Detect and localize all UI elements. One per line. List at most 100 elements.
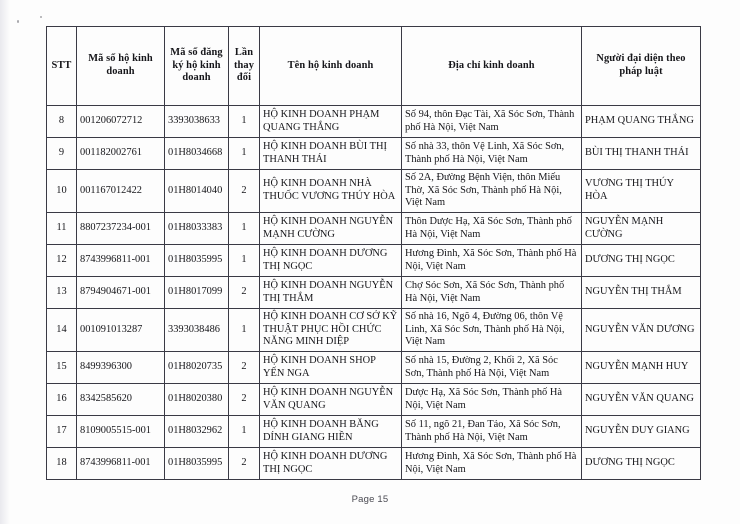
cell-registration-code: 01H8020380 <box>164 383 229 417</box>
cell-business-address: Số nhà 16, Ngõ 4, Đường 06, thôn Vệ Linh… <box>401 308 582 353</box>
cell-business-code: 001206072712 <box>76 105 165 138</box>
cell-stt: 12 <box>46 244 77 278</box>
cell-stt: 8 <box>46 105 77 138</box>
cell-change-count: 2 <box>228 447 260 481</box>
table-row: 13 8794904671-001 01H8017099 2 HỘ KINH DOANH… <box>46 276 701 310</box>
column-header-business-name: Tên hộ kinh doanh <box>259 26 402 106</box>
table-row: 15 8499396300 01H8020735 2 HỘ KINH DOANH SHO… <box>46 351 701 385</box>
table-row: 16 8342585620 01H8020380 2 HỘ KINH DOANH NGU… <box>46 383 701 417</box>
table-row: 17 8109005515-001 01H8032962 1 HỘ KINH DOANH… <box>46 415 701 449</box>
cell-business-name: HỘ KINH DOANH CƠ SỞ KỸ THUẬT PHỤC HỒI CH… <box>259 308 402 353</box>
cell-business-address: Số 2A, Đường Bệnh Viện, thôn Miếu Thờ, X… <box>401 168 582 214</box>
cell-business-code: 8743996811-001 <box>76 244 165 278</box>
scan-speck <box>17 20 19 23</box>
column-header-business-code: Mã số hộ kinh doanh <box>76 26 165 106</box>
cell-legal-representative: VƯƠNG THỊ THÚY HÒA <box>581 168 701 214</box>
cell-business-address: Số 94, thôn Đạc Tài, Xã Sóc Sơn, Thành p… <box>401 105 582 138</box>
cell-business-code: 8807237234-001 <box>76 212 165 246</box>
cell-stt: 13 <box>46 276 77 310</box>
cell-business-address: Số 11, ngõ 21, Đan Tảo, Xã Sóc Sơn, Thàn… <box>401 415 582 449</box>
cell-business-name: HỘ KINH DOANH BÙI THỊ THANH THÁI <box>259 137 402 170</box>
column-header-business-address: Địa chỉ kinh doanh <box>401 26 582 106</box>
column-header-registration-code: Mã số đăng ký hộ kinh doanh <box>164 26 229 106</box>
cell-legal-representative: NGUYỄN DUY GIANG <box>581 415 701 449</box>
cell-stt: 18 <box>46 447 77 481</box>
cell-registration-code: 01H8014040 <box>164 168 229 214</box>
cell-business-code: 8109005515-001 <box>76 415 165 449</box>
cell-legal-representative: BÙI THỊ THANH THÁI <box>581 137 701 170</box>
cell-change-count: 1 <box>228 105 260 138</box>
cell-registration-code: 01H8033383 <box>164 212 229 246</box>
cell-stt: 17 <box>46 415 77 449</box>
cell-stt: 9 <box>46 137 77 170</box>
cell-change-count: 1 <box>228 415 260 449</box>
cell-business-address: Thôn Dược Hạ, Xã Sóc Sơn, Thành phố Hà N… <box>401 212 582 246</box>
cell-registration-code: 01H8034668 <box>164 137 229 170</box>
cell-business-code: 001091013287 <box>76 308 165 353</box>
cell-business-name: HỘ KINH DOANH BĂNG DÍNH GIANG HIỀN <box>259 415 402 449</box>
cell-business-name: HỘ KINH DOANH NGUYỄN MẠNH CƯỜNG <box>259 212 402 246</box>
page-footer: Page 15 <box>0 489 740 507</box>
cell-business-code: 8342585620 <box>76 383 165 417</box>
cell-business-address: Hương Đình, Xã Sóc Sơn, Thành phố Hà Nội… <box>401 447 582 481</box>
column-header-legal-representative: Người đại diện theo pháp luật <box>581 26 701 106</box>
cell-business-address: Chợ Sóc Sơn, Xã Sóc Sơn, Thành phố Hà Nộ… <box>401 276 582 310</box>
cell-business-address: Số nhà 15, Đường 2, Khối 2, Xã Sóc Sơn, … <box>401 351 582 385</box>
cell-legal-representative: DƯƠNG THỊ NGỌC <box>581 244 701 278</box>
cell-change-count: 2 <box>228 351 260 385</box>
cell-business-address: Hương Đình, Xã Sóc Sơn, Thành phố Hà Nội… <box>401 244 582 278</box>
table-row: 18 8743996811-001 01H8035995 2 HỘ KINH DOANH… <box>46 447 701 481</box>
cell-legal-representative: PHẠM QUANG THẮNG <box>581 105 701 138</box>
cell-registration-code: 01H8035995 <box>164 244 229 278</box>
cell-stt: 16 <box>46 383 77 417</box>
cell-stt: 10 <box>46 168 77 214</box>
page-number: Page 15 <box>351 494 389 505</box>
cell-business-code: 8743996811-001 <box>76 447 165 481</box>
cell-business-name: HỘ KINH DOANH SHOP YẾN NGA <box>259 351 402 385</box>
table-row: 9 001182002761 01H8034668 1 HỘ KINH DOANH BÙ… <box>46 137 701 170</box>
cell-registration-code: 3393038633 <box>164 105 229 138</box>
cell-business-address: Số nhà 33, thôn Vệ Linh, Xã Sóc Sơn, Thà… <box>401 137 582 170</box>
table-row: 11 8807237234-001 01H8033383 1 HỘ KINH DOANH… <box>46 212 701 246</box>
scan-edge-shading <box>0 0 10 524</box>
cell-registration-code: 01H8032962 <box>164 415 229 449</box>
cell-stt: 14 <box>46 308 77 353</box>
table-header-row: STT Mã số hộ kinh doanh Mã số đăng ký hộ… <box>46 26 701 106</box>
table-row: 12 8743996811-001 01H8035995 1 HỘ KINH DOANH… <box>46 244 701 278</box>
cell-stt: 15 <box>46 351 77 385</box>
business-registration-table: STT Mã số hộ kinh doanh Mã số đăng ký hộ… <box>46 26 701 481</box>
cell-change-count: 2 <box>228 276 260 310</box>
business-registration-table-container: STT Mã số hộ kinh doanh Mã số đăng ký hộ… <box>46 26 701 481</box>
cell-legal-representative: NGUYỄN MẠNH CƯỜNG <box>581 212 701 246</box>
cell-stt: 11 <box>46 212 77 246</box>
cell-legal-representative: NGUYỄN VĂN DƯƠNG <box>581 308 701 353</box>
cell-business-name: HỘ KINH DOANH NHÀ THUỐC VƯƠNG THÚY HÒA <box>259 168 402 214</box>
column-header-stt: STT <box>46 26 77 106</box>
table-body: 8 001206072712 3393038633 1 HỘ KINH DOANH PH… <box>46 105 701 481</box>
cell-registration-code: 01H8017099 <box>164 276 229 310</box>
cell-legal-representative: NGUYỄN VĂN QUANG <box>581 383 701 417</box>
scan-speck <box>40 16 42 18</box>
cell-business-code: 8499396300 <box>76 351 165 385</box>
column-header-change-count: Lần thay đổi <box>228 26 260 106</box>
cell-registration-code: 01H8020735 <box>164 351 229 385</box>
cell-business-name: HỘ KINH DOANH DƯƠNG THỊ NGỌC <box>259 244 402 278</box>
cell-change-count: 1 <box>228 212 260 246</box>
table-row: 8 001206072712 3393038633 1 HỘ KINH DOANH PH… <box>46 105 701 138</box>
cell-change-count: 2 <box>228 168 260 214</box>
cell-change-count: 1 <box>228 244 260 278</box>
cell-registration-code: 01H8035995 <box>164 447 229 481</box>
cell-business-code: 8794904671-001 <box>76 276 165 310</box>
cell-change-count: 1 <box>228 308 260 353</box>
cell-business-name: HỘ KINH DOANH DƯƠNG THỊ NGỌC <box>259 447 402 481</box>
table-header: STT Mã số hộ kinh doanh Mã số đăng ký hộ… <box>46 26 701 106</box>
cell-business-code: 001167012422 <box>76 168 165 214</box>
cell-legal-representative: NGUYỄN MẠNH HUY <box>581 351 701 385</box>
cell-business-code: 001182002761 <box>76 137 165 170</box>
cell-legal-representative: DƯƠNG THỊ NGỌC <box>581 447 701 481</box>
table-row: 14 001091013287 3393038486 1 HỘ KINH DOANH C… <box>46 308 701 353</box>
cell-change-count: 2 <box>228 383 260 417</box>
cell-business-address: Dược Hạ, Xã Sóc Sơn, Thành phố Hà Nội, V… <box>401 383 582 417</box>
cell-change-count: 1 <box>228 137 260 170</box>
